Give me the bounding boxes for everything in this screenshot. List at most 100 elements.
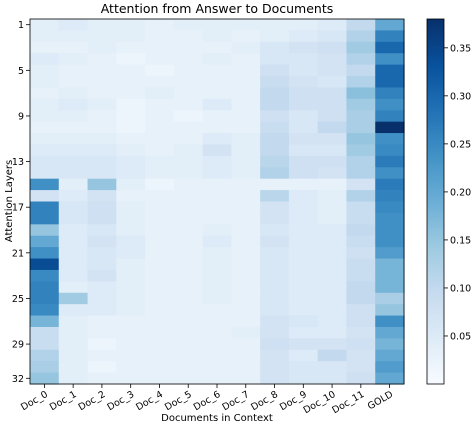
heatmap-cell [202,41,232,54]
heatmap-cell [288,201,319,214]
heatmap-cell [30,269,60,282]
heatmap-cell [58,30,89,43]
heatmap-cell [260,133,290,146]
heatmap-cell [30,235,60,248]
chart-title: Attention from Answer to Documents [101,1,334,16]
heatmap-cell [116,292,146,305]
heatmap-cell [87,201,117,214]
heatmap-cell [317,281,348,294]
heatmap-cell [173,19,204,32]
heatmap-cell [231,201,261,214]
heatmap-cell [346,87,376,100]
heatmap-cell [87,30,117,43]
heatmap-cell [260,315,290,328]
heatmap-cell [87,133,117,146]
heatmap-cell [346,247,376,260]
heatmap-cell [202,155,232,168]
heatmap-cell [87,372,117,385]
heatmap-cell [87,304,117,317]
heatmap-cell [58,361,89,374]
heatmap-cell [231,53,261,66]
heatmap-cell [116,235,146,248]
heatmap-cell [317,110,348,123]
heatmap-cell [87,41,117,54]
colorbar-tick-label: 0.25 [450,139,471,150]
heatmap-cell [87,121,117,134]
heatmap-cell [145,178,175,191]
heatmap-cell [288,121,319,134]
heatmap-cell [173,315,204,328]
x-tick-label: Doc_0 [19,389,50,413]
heatmap-cell [202,87,232,100]
heatmap-cell [346,349,376,362]
heatmap-cell [260,258,290,271]
heatmap-cell [173,110,204,123]
heatmap-cell [202,338,232,351]
heatmap-cell [346,121,376,134]
heatmap-cell [231,281,261,294]
heatmap-cell [260,349,290,362]
heatmap-cell [145,258,175,271]
heatmap-cell [375,258,405,271]
heatmap-cell [116,201,146,214]
x-tick-label: Doc_1 [48,389,79,413]
heatmap-cell [173,178,204,191]
heatmap-cell [202,190,232,203]
heatmap-cell [145,235,175,248]
heatmap-cell [58,144,89,157]
heatmap-cell [145,87,175,100]
x-tick-label: Doc_4 [134,389,165,413]
heatmap-cell [116,30,146,43]
heatmap-cell [173,304,204,317]
heatmap-cell [317,155,348,168]
heatmap-cell [30,247,60,260]
heatmap-cell [87,247,117,260]
heatmap-cell [346,19,376,32]
heatmap-cell [260,64,290,77]
heatmap-cell [346,304,376,317]
heatmap-cell [202,167,232,180]
heatmap-cell [317,292,348,305]
heatmap-cell [87,281,117,294]
heatmap-cell [317,30,348,43]
heatmap-cell [375,224,405,237]
heatmap-cell [202,121,232,134]
heatmap-cell [58,372,89,385]
heatmap-cell [231,110,261,123]
heatmap-cell [145,155,175,168]
heatmap-cell [30,315,60,328]
heatmap-cell [87,258,117,271]
heatmap-cell [288,98,319,111]
heatmap-cell [116,304,146,317]
heatmap-cell [58,247,89,260]
heatmap-cell [145,41,175,54]
heatmap-cell [375,30,405,43]
heatmap-cell [30,178,60,191]
heatmap-cell [288,304,319,317]
heatmap-cell [346,167,376,180]
heatmap-cell [202,76,232,89]
heatmap-cell [346,235,376,248]
heatmap-cell [346,212,376,225]
heatmap-cell [116,372,146,385]
heatmap-cell [317,133,348,146]
heatmap-cell [87,269,117,282]
heatmap-cell [375,361,405,374]
heatmap-cell [145,19,175,32]
heatmap-cell [173,155,204,168]
heatmap-cell [260,269,290,282]
heatmap-cell [202,258,232,271]
heatmap-cell [346,190,376,203]
heatmap-cell [116,110,146,123]
heatmap-cell [173,53,204,66]
heatmap-cell [317,190,348,203]
y-tick-label: 29 [12,340,24,351]
heatmap-cell [145,304,175,317]
heatmap-cell [173,30,204,43]
heatmap-cell [260,76,290,89]
heatmap-cell [231,372,261,385]
heatmap-cell [116,178,146,191]
heatmap-cell [202,178,232,191]
heatmap-cell [116,326,146,339]
x-tick-label: Doc_7 [221,389,252,413]
